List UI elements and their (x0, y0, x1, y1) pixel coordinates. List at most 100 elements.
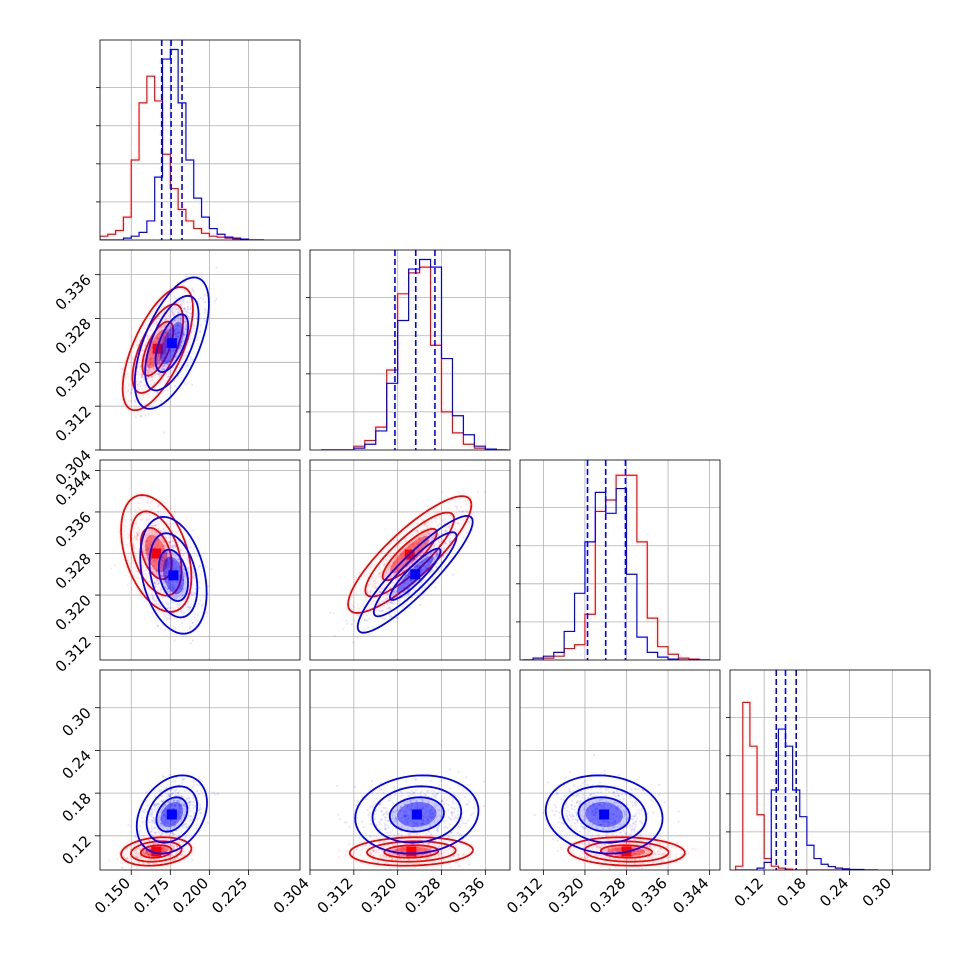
sample-point (163, 563, 166, 567)
sample-point (399, 557, 402, 560)
sample-point (161, 846, 164, 850)
sample-point (161, 848, 164, 852)
sample-point (145, 386, 148, 389)
sample-point (388, 866, 392, 869)
sample-point (164, 565, 167, 568)
sample-point (433, 855, 436, 858)
sample-point (135, 847, 138, 851)
sample-point (427, 522, 430, 525)
sample-point (400, 835, 403, 838)
sample-point (412, 559, 415, 562)
sample-point (194, 612, 197, 616)
sample-point (151, 372, 154, 375)
sample-point (163, 530, 166, 533)
sample-point (373, 585, 376, 588)
sample-point (164, 359, 167, 362)
sample-point (168, 794, 171, 797)
sample-point (159, 363, 162, 366)
sample-point (171, 335, 174, 338)
sample-point (133, 854, 137, 857)
sample-point (140, 388, 143, 391)
sample-point (398, 558, 402, 561)
sample-point (171, 309, 174, 312)
sample-point (180, 320, 183, 323)
sample-point (155, 544, 159, 548)
sample-point (190, 591, 194, 594)
sample-point (167, 336, 170, 339)
sample-point (150, 537, 153, 540)
sample-point (379, 571, 382, 575)
sample-point (192, 806, 195, 809)
sample-point (407, 574, 410, 577)
sample-point (164, 813, 167, 816)
sample-point (410, 544, 413, 547)
sample-point (154, 576, 157, 580)
sample-point (167, 317, 170, 321)
sample-point (148, 369, 151, 372)
sample-point (433, 809, 436, 813)
sample-point (152, 360, 155, 364)
sample-point (190, 810, 193, 813)
sample-point (203, 311, 206, 315)
sample-point (457, 491, 460, 494)
sample-point (188, 800, 191, 803)
sample-point (416, 807, 419, 810)
sample-point (392, 591, 395, 594)
sample-point (390, 615, 393, 618)
sample-point (174, 592, 177, 596)
sample-point (169, 336, 172, 339)
sample-point (436, 553, 439, 556)
sample-point (137, 501, 140, 504)
sample-point (145, 850, 148, 853)
sample-point (163, 553, 166, 556)
sample-point (409, 807, 412, 810)
sample-point (144, 552, 148, 555)
sample-point (423, 853, 426, 856)
sample-point (178, 802, 181, 805)
sample-point (159, 355, 162, 358)
sample-point (215, 297, 218, 300)
sample-point (150, 847, 153, 850)
sample-point (429, 847, 432, 850)
sample-point (166, 562, 169, 565)
sample-point (436, 534, 439, 537)
sample-point (158, 326, 161, 329)
sample-point (153, 524, 156, 527)
sample-point (145, 853, 148, 857)
sample-point (182, 578, 185, 581)
sample-point (372, 579, 375, 583)
sample-point (146, 360, 149, 364)
sample-point (393, 539, 396, 542)
sample-point (147, 854, 150, 857)
sample-point (181, 590, 184, 593)
sample-point (170, 561, 173, 565)
sample-point (183, 603, 186, 606)
sample-point (375, 609, 378, 612)
sample-point (143, 344, 146, 347)
sample-point (388, 555, 391, 558)
sample-point (190, 327, 193, 330)
sample-point (141, 402, 144, 405)
sample-point (145, 539, 148, 542)
sample-point (179, 853, 182, 856)
sample-point (156, 538, 159, 541)
sample-point (167, 566, 170, 569)
sample-point (453, 534, 456, 538)
sample-point (158, 802, 161, 806)
sample-point (454, 505, 457, 508)
sample-point (433, 544, 436, 547)
sample-point (135, 539, 138, 542)
sample-point (365, 614, 368, 617)
sample-point (180, 818, 183, 822)
sample-point (401, 589, 404, 592)
sample-point (410, 582, 413, 585)
sample-point (137, 550, 140, 553)
sample-point (170, 368, 173, 372)
sample-point (169, 803, 172, 806)
sample-point (169, 544, 172, 547)
sample-point (194, 587, 197, 591)
sample-point (342, 628, 345, 631)
sample-point (189, 587, 192, 590)
sample-point (454, 844, 457, 848)
sample-point (168, 325, 172, 328)
